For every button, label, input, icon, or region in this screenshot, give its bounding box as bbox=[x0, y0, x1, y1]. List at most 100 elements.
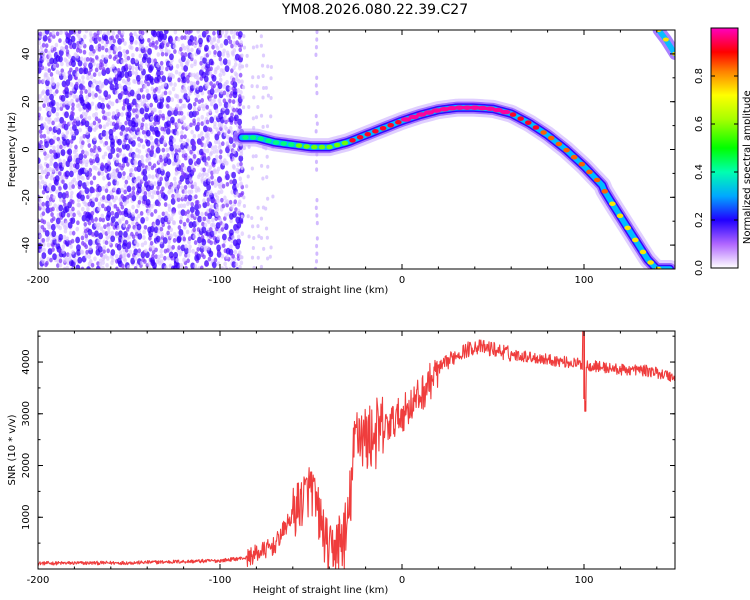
noise-cell-329 bbox=[61, 244, 66, 250]
noise-cell-2518 bbox=[239, 161, 243, 167]
noise-cell-1554 bbox=[161, 211, 166, 217]
noise-cell-1494 bbox=[154, 45, 158, 50]
noise-cell-111 bbox=[43, 66, 48, 72]
noise-cell-1391 bbox=[146, 166, 151, 172]
noise-cell-2377 bbox=[224, 30, 229, 35]
noise-cell-1813 bbox=[179, 46, 183, 52]
noise-cell-2223 bbox=[212, 30, 216, 36]
sparse-noise-2589 bbox=[255, 84, 259, 89]
noise-cell-628 bbox=[85, 159, 89, 165]
noise-cell-2182 bbox=[208, 36, 213, 42]
noise-cell-604 bbox=[82, 49, 87, 55]
noise-cell-1326 bbox=[139, 66, 144, 72]
noise-cell-916 bbox=[107, 48, 112, 54]
noise-cell-2146 bbox=[209, 230, 215, 238]
noise-cell-1736 bbox=[175, 257, 180, 263]
noise-cell-2473 bbox=[236, 221, 242, 229]
noise-cell-1831 bbox=[183, 184, 188, 190]
noise-cell-1802 bbox=[178, 98, 183, 104]
noise-cell-1741 bbox=[176, 235, 182, 243]
noise-cell-2417 bbox=[229, 30, 234, 35]
noise-cell-1383 bbox=[147, 208, 152, 213]
sparse-noise-2607 bbox=[261, 53, 266, 58]
sparse-noise-2605 bbox=[261, 73, 265, 78]
noise-cell-974 bbox=[114, 175, 118, 181]
noise-cell-2149 bbox=[211, 217, 215, 223]
noise-cell-2435 bbox=[231, 171, 237, 179]
noise-cell-1853 bbox=[183, 52, 188, 57]
noise-cell-1926 bbox=[189, 80, 194, 86]
noise-cell-513 bbox=[74, 128, 79, 136]
noise-cell-1197 bbox=[131, 70, 135, 75]
noise-cell-1429 bbox=[149, 181, 154, 186]
noise-cell-1928 bbox=[190, 63, 194, 69]
noise-cell-1065 bbox=[120, 124, 126, 132]
sparse-noise-2609 bbox=[259, 34, 263, 39]
ridge-peak-51 bbox=[632, 237, 639, 243]
noise-cell-1584 bbox=[158, 30, 164, 38]
noise-cell-1719 bbox=[173, 144, 177, 149]
noise-cell-283 bbox=[54, 42, 59, 48]
noise-cell-2315 bbox=[224, 212, 228, 218]
noise-cell-733 bbox=[94, 222, 98, 227]
y-tick-label-3: 4000 bbox=[21, 349, 32, 374]
noise-cell-2214 bbox=[212, 83, 217, 89]
noise-cell-1905 bbox=[190, 213, 194, 218]
noise-cell-2056 bbox=[201, 238, 207, 246]
noise-cell-1982 bbox=[197, 236, 202, 244]
noise-cell-1118 bbox=[123, 53, 128, 59]
noise-cell-907 bbox=[107, 111, 111, 117]
noise-cell-341 bbox=[62, 183, 68, 190]
noise-cell-787 bbox=[97, 118, 101, 124]
noise-cell-861 bbox=[104, 140, 109, 146]
noise-cell-1268 bbox=[137, 131, 141, 136]
noise-cell-2155 bbox=[209, 190, 213, 196]
noise-cell-1039 bbox=[117, 30, 122, 35]
noise-cell-340 bbox=[61, 192, 67, 200]
noise-cell-905 bbox=[109, 121, 113, 126]
noise-cell-1604 bbox=[162, 139, 167, 145]
noise-cell-515 bbox=[75, 116, 80, 122]
noise-cell-85 bbox=[41, 237, 46, 243]
noise-cell-235 bbox=[51, 106, 57, 114]
noise-cell-1123 bbox=[128, 249, 133, 255]
noise-cell-1588 bbox=[162, 237, 168, 244]
noise-cell-813 bbox=[101, 203, 105, 209]
noise-cell-1519 bbox=[155, 146, 161, 154]
noise-cell-1016 bbox=[116, 187, 122, 195]
noise-cell-124 bbox=[44, 229, 50, 237]
noise-cell-947 bbox=[111, 111, 116, 116]
noise-cell-2296 bbox=[217, 82, 223, 90]
noise-cell-311 bbox=[59, 106, 64, 112]
colorbar-tick-label-3: 0.6 bbox=[694, 116, 705, 132]
noise-cell-1179 bbox=[131, 173, 135, 178]
noise-cell-786 bbox=[98, 124, 103, 129]
noise-cell-2179 bbox=[208, 58, 214, 66]
noise-cell-316 bbox=[58, 71, 62, 76]
noise-cell-20 bbox=[38, 141, 40, 146]
noise-cell-1001 bbox=[116, 257, 122, 265]
noise-cell-612 bbox=[85, 237, 89, 243]
noise-cell-1052 bbox=[120, 204, 125, 210]
noise-cell-2156 bbox=[210, 180, 215, 186]
noise-cell-1562 bbox=[159, 157, 164, 163]
noise-cell-2211 bbox=[212, 98, 216, 103]
noise-cell-136 bbox=[46, 153, 50, 159]
noise-cell-642 bbox=[84, 89, 88, 94]
noise-cell-1495 bbox=[154, 40, 159, 45]
noise-cell-1201 bbox=[129, 45, 134, 51]
noise-cell-1829 bbox=[184, 194, 189, 200]
ridge-peak-7 bbox=[295, 143, 303, 148]
noise-cell-1254 bbox=[137, 213, 141, 219]
noise-cell-580 bbox=[80, 194, 85, 202]
noise-cell-2354 bbox=[225, 170, 229, 176]
ridge-peak-39 bbox=[540, 130, 547, 135]
noise-cell-811 bbox=[101, 217, 106, 223]
noise-cell-1989 bbox=[195, 199, 200, 205]
noise-cell-1964 bbox=[192, 101, 197, 107]
noise-cell-904 bbox=[108, 128, 114, 136]
noise-cell-1585 bbox=[164, 265, 168, 269]
noise-cell-1773 bbox=[179, 262, 183, 268]
noise-cell-763 bbox=[97, 266, 101, 269]
noise-cell-778 bbox=[97, 185, 102, 193]
